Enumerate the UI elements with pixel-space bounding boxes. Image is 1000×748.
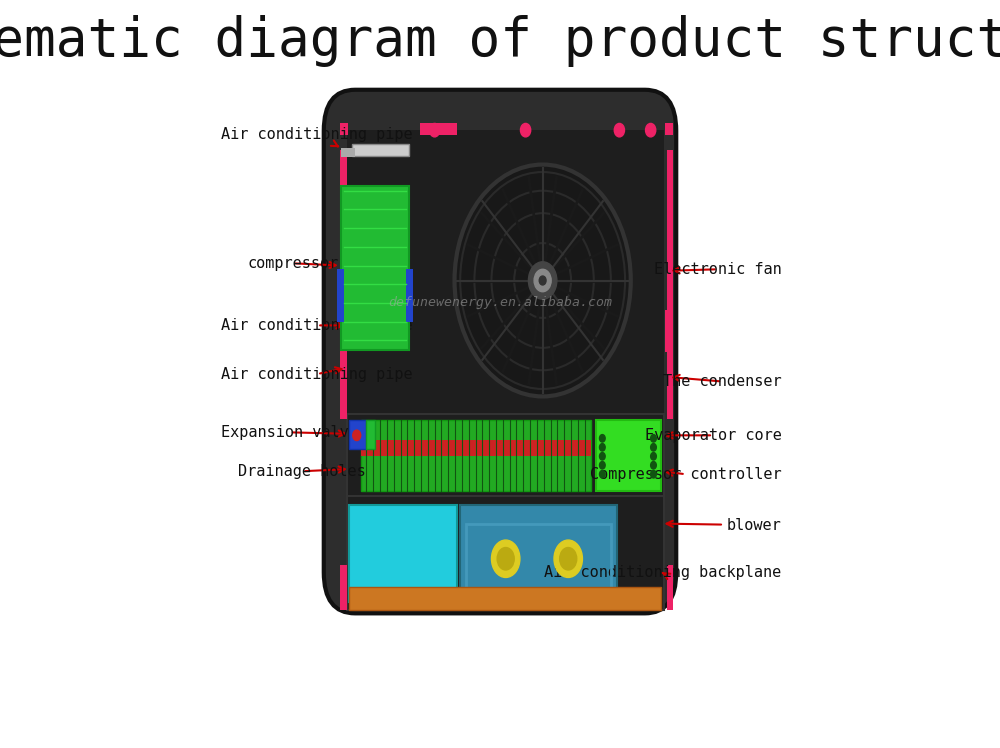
Text: Air conditioning pipe: Air conditioning pipe: [221, 367, 413, 381]
Circle shape: [599, 462, 605, 469]
Bar: [667, 565, 673, 610]
Circle shape: [646, 123, 656, 137]
Text: Compressor controller: Compressor controller: [590, 467, 781, 482]
Bar: [596, 420, 661, 491]
Bar: [466, 524, 611, 595]
Bar: [349, 505, 457, 602]
Circle shape: [651, 462, 656, 469]
Circle shape: [651, 444, 656, 451]
Bar: [340, 565, 347, 610]
Text: Air conditioning pipe: Air conditioning pipe: [221, 318, 413, 333]
Circle shape: [599, 444, 605, 451]
Bar: [420, 123, 457, 135]
Circle shape: [599, 435, 605, 442]
Bar: [340, 150, 347, 419]
FancyBboxPatch shape: [324, 90, 676, 613]
Bar: [347, 496, 664, 610]
Circle shape: [560, 548, 577, 570]
Circle shape: [651, 470, 656, 478]
Circle shape: [497, 548, 514, 570]
Bar: [341, 186, 409, 350]
Text: blower: blower: [667, 518, 781, 533]
Bar: [361, 420, 591, 491]
Circle shape: [539, 276, 546, 285]
Bar: [349, 420, 366, 449]
Circle shape: [651, 453, 656, 460]
Text: defunewenergy.en.alibaba.com: defunewenergy.en.alibaba.com: [388, 296, 612, 310]
Circle shape: [534, 269, 551, 292]
Text: The condenser: The condenser: [663, 374, 781, 389]
Bar: [341, 148, 355, 157]
Text: Schematic diagram of product structure: Schematic diagram of product structure: [0, 15, 1000, 67]
Bar: [665, 310, 672, 352]
Circle shape: [455, 165, 631, 396]
Bar: [349, 587, 661, 610]
Circle shape: [528, 262, 557, 299]
Bar: [340, 123, 348, 135]
Circle shape: [599, 470, 605, 478]
Bar: [366, 420, 375, 449]
Circle shape: [520, 123, 531, 137]
Bar: [347, 130, 664, 414]
Bar: [667, 150, 673, 419]
Bar: [337, 269, 344, 322]
Text: Air conditioning backplane: Air conditioning backplane: [544, 565, 781, 580]
Circle shape: [430, 123, 440, 137]
Circle shape: [651, 435, 656, 442]
Circle shape: [353, 430, 361, 441]
Circle shape: [554, 540, 582, 577]
Bar: [352, 144, 409, 156]
Bar: [460, 505, 617, 602]
Bar: [406, 269, 413, 322]
Circle shape: [491, 540, 520, 577]
Text: Electronic fan: Electronic fan: [654, 262, 781, 277]
Bar: [361, 440, 591, 456]
Text: Air conditioning pipe: Air conditioning pipe: [221, 127, 413, 147]
Bar: [340, 310, 347, 352]
Text: Drainage holes: Drainage holes: [238, 464, 366, 479]
Circle shape: [599, 453, 605, 460]
Circle shape: [614, 123, 625, 137]
Bar: [347, 414, 664, 497]
Text: Evaporator core: Evaporator core: [645, 428, 781, 443]
Text: compressor: compressor: [247, 256, 338, 271]
Text: Expansion valve: Expansion valve: [221, 425, 358, 440]
Bar: [665, 123, 673, 135]
